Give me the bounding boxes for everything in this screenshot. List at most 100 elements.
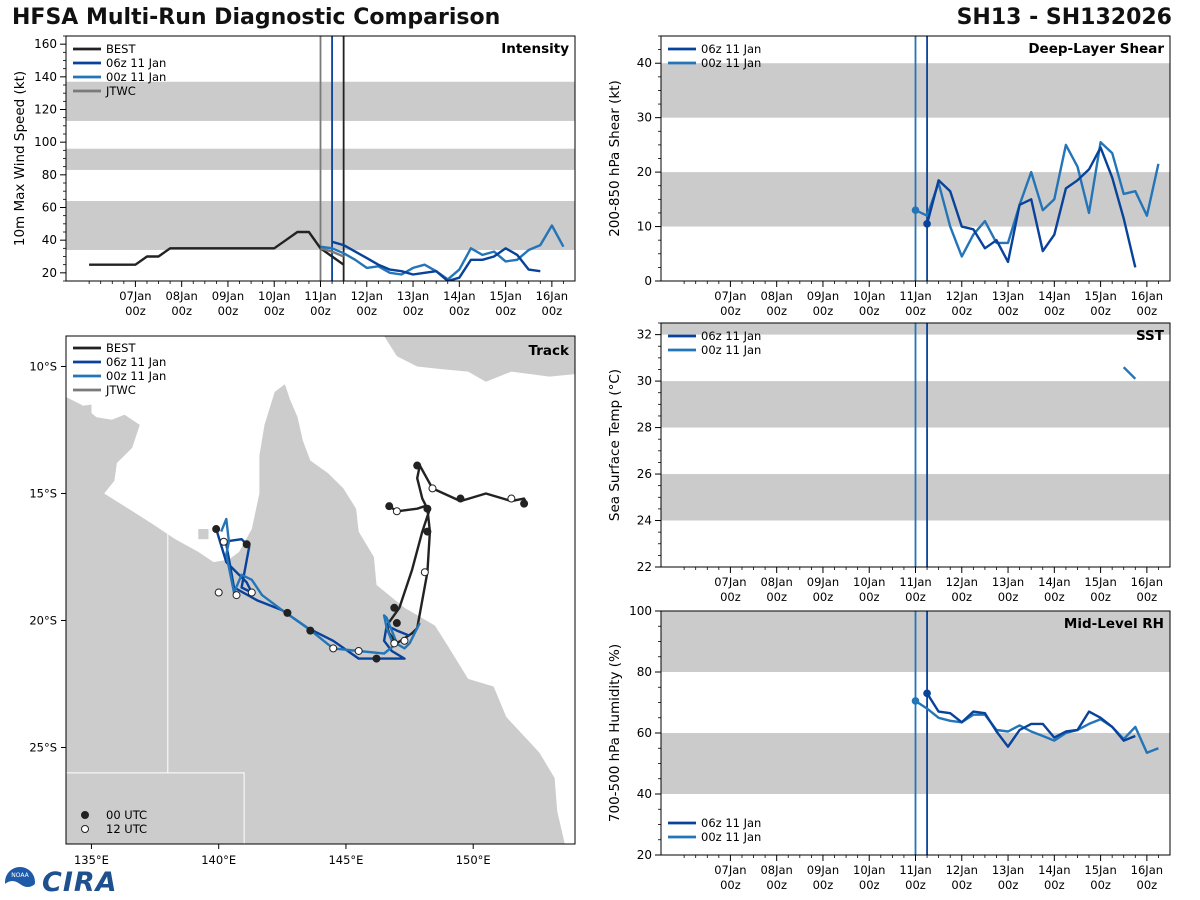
intensity-x-tick-sublabel: 00z bbox=[218, 304, 239, 318]
noaa-logo-text: NOAA bbox=[11, 872, 29, 879]
shear-legend-label: 00z 11 Jan bbox=[701, 56, 761, 70]
intensity-x-tick-label: 07Jan bbox=[119, 289, 151, 303]
melville-island-land bbox=[71, 404, 92, 415]
track-marker-0 bbox=[420, 568, 429, 577]
intensity-panel: 2040608010012014016007Jan00z08Jan00z09Ja… bbox=[12, 35, 576, 318]
shear-x-tick-label: 11Jan bbox=[899, 289, 931, 303]
sst-y-tick-label: 28 bbox=[637, 421, 652, 435]
sst-x-tick-sublabel: 00z bbox=[859, 590, 880, 604]
intensity-ylabel: 10m Max Wind Speed (kt) bbox=[12, 71, 28, 246]
storm-id: SH13 - SH132026 bbox=[956, 5, 1172, 30]
track-x-tick-label: 145°E bbox=[328, 853, 363, 867]
rh-legend-label: 06z 11 Jan bbox=[701, 816, 761, 830]
sst-x-tick-label: 10Jan bbox=[853, 575, 885, 589]
track-marker-0 bbox=[520, 499, 529, 508]
rh-x-tick-label: 16Jan bbox=[1131, 863, 1163, 877]
intensity-x-tick-label: 08Jan bbox=[165, 289, 197, 303]
intensity-x-tick-label: 15Jan bbox=[489, 289, 521, 303]
shear-x-tick-sublabel: 00z bbox=[1090, 304, 1111, 318]
sst-x-tick-sublabel: 00z bbox=[720, 590, 741, 604]
intensity-x-tick-sublabel: 00z bbox=[310, 304, 331, 318]
rh-y-tick-label: 100 bbox=[629, 604, 652, 618]
shear-x-tick-sublabel: 00z bbox=[720, 304, 741, 318]
track-marker-0 bbox=[423, 527, 432, 536]
shear-x-tick-label: 07Jan bbox=[714, 289, 746, 303]
shear-y-tick-label: 40 bbox=[637, 56, 652, 70]
track-marker-1 bbox=[306, 626, 315, 635]
track-y-tick-label: 15°S bbox=[29, 486, 57, 500]
rh-x-tick-sublabel: 00z bbox=[859, 878, 880, 892]
sst-x-tick-label: 15Jan bbox=[1084, 575, 1116, 589]
intensity-legend-label: 00z 11 Jan bbox=[106, 70, 166, 84]
intensity-y-tick-label: 80 bbox=[42, 168, 57, 182]
track-x-tick-label: 140°E bbox=[201, 853, 236, 867]
intensity-y-tick-label: 140 bbox=[34, 70, 57, 84]
sst-x-tick-sublabel: 00z bbox=[1137, 590, 1158, 604]
track-marker-1 bbox=[392, 619, 401, 628]
shear-series-1 bbox=[925, 146, 1137, 268]
intensity-panel-title: Intensity bbox=[501, 41, 569, 57]
intensity-y-tick-label: 160 bbox=[34, 37, 57, 51]
track-y-tick-label: 25°S bbox=[29, 740, 57, 754]
track-marker-2 bbox=[354, 646, 363, 655]
sst-panel-title: SST bbox=[1136, 328, 1165, 344]
state-border-sa bbox=[167, 772, 245, 844]
rh-panel: 2040608010007Jan00z08Jan00z09Jan00z10Jan… bbox=[607, 604, 1171, 892]
intensity-x-tick-sublabel: 00z bbox=[125, 304, 146, 318]
shear-x-tick-sublabel: 00z bbox=[998, 304, 1019, 318]
rh-x-tick-label: 09Jan bbox=[807, 863, 839, 877]
page-title: HFSA Multi-Run Diagnostic Comparison bbox=[12, 5, 501, 30]
intensity-x-tick-sublabel: 00z bbox=[356, 304, 377, 318]
rh-panel-title: Mid-Level RH bbox=[1064, 616, 1164, 632]
track-map-area bbox=[66, 336, 575, 844]
shear-y-tick-label: 20 bbox=[637, 165, 652, 179]
shear-series-0 bbox=[914, 140, 1160, 258]
shear-x-tick-sublabel: 00z bbox=[859, 304, 880, 318]
track-marker-legend-label: 00 UTC bbox=[106, 808, 147, 822]
rh-y-tick-label: 20 bbox=[637, 848, 652, 862]
rh-x-tick-sublabel: 00z bbox=[1137, 878, 1158, 892]
track-marker-legend-label: 12 UTC bbox=[106, 822, 147, 836]
intensity-legend-label: 06z 11 Jan bbox=[106, 56, 166, 70]
rh-x-tick-sublabel: 00z bbox=[766, 878, 787, 892]
intensity-legend-label: BEST bbox=[106, 42, 136, 56]
rh-x-tick-sublabel: 00z bbox=[905, 878, 926, 892]
track-y-tick-label: 20°S bbox=[29, 613, 57, 627]
shear-y-tick-label: 0 bbox=[644, 274, 652, 288]
track-marker-1 bbox=[283, 608, 292, 617]
shear-plot-area bbox=[661, 36, 1170, 281]
shear-y-tick-label: 10 bbox=[637, 220, 652, 234]
track-x-tick-label: 150°E bbox=[456, 853, 491, 867]
track-marker-0 bbox=[413, 461, 422, 470]
sst-x-tick-sublabel: 00z bbox=[1044, 590, 1065, 604]
new-guinea-land bbox=[384, 336, 575, 382]
intensity-x-tick-label: 12Jan bbox=[351, 289, 383, 303]
sst-legend-label: 00z 11 Jan bbox=[701, 343, 761, 357]
shear-x-tick-label: 08Jan bbox=[760, 289, 792, 303]
sst-ylabel: Sea Surface Temp (°C) bbox=[607, 369, 623, 521]
track-marker-2 bbox=[232, 591, 241, 600]
track-panel-title: Track bbox=[529, 343, 570, 359]
rh-x-tick-sublabel: 00z bbox=[1044, 878, 1065, 892]
shear-panel: 01020304007Jan00z08Jan00z09Jan00z10Jan00… bbox=[607, 35, 1171, 318]
sst-x-tick-label: 12Jan bbox=[946, 575, 978, 589]
track-marker-0 bbox=[456, 494, 465, 503]
shear-start-dot-0 bbox=[911, 206, 920, 215]
shear-x-tick-label: 14Jan bbox=[1038, 289, 1070, 303]
track-legend-label: BEST bbox=[106, 341, 136, 355]
shear-x-tick-label: 13Jan bbox=[992, 289, 1024, 303]
sst-panel: 22242628303207Jan00z08Jan00z09Jan00z10Ja… bbox=[607, 322, 1171, 604]
rh-series-1 bbox=[926, 692, 1136, 748]
sst-x-tick-label: 08Jan bbox=[760, 575, 792, 589]
track-marker-2 bbox=[214, 588, 223, 597]
track-marker-0 bbox=[428, 484, 437, 493]
intensity-y-tick-label: 20 bbox=[42, 266, 57, 280]
shear-x-tick-label: 09Jan bbox=[807, 289, 839, 303]
rh-x-tick-sublabel: 00z bbox=[951, 878, 972, 892]
cira-logo: CIRA bbox=[42, 866, 118, 898]
intensity-x-tick-label: 14Jan bbox=[443, 289, 475, 303]
intensity-x-tick-label: 09Jan bbox=[212, 289, 244, 303]
rh-x-tick-label: 10Jan bbox=[853, 863, 885, 877]
rh-y-tick-label: 80 bbox=[637, 665, 652, 679]
sst-x-tick-label: 14Jan bbox=[1038, 575, 1070, 589]
